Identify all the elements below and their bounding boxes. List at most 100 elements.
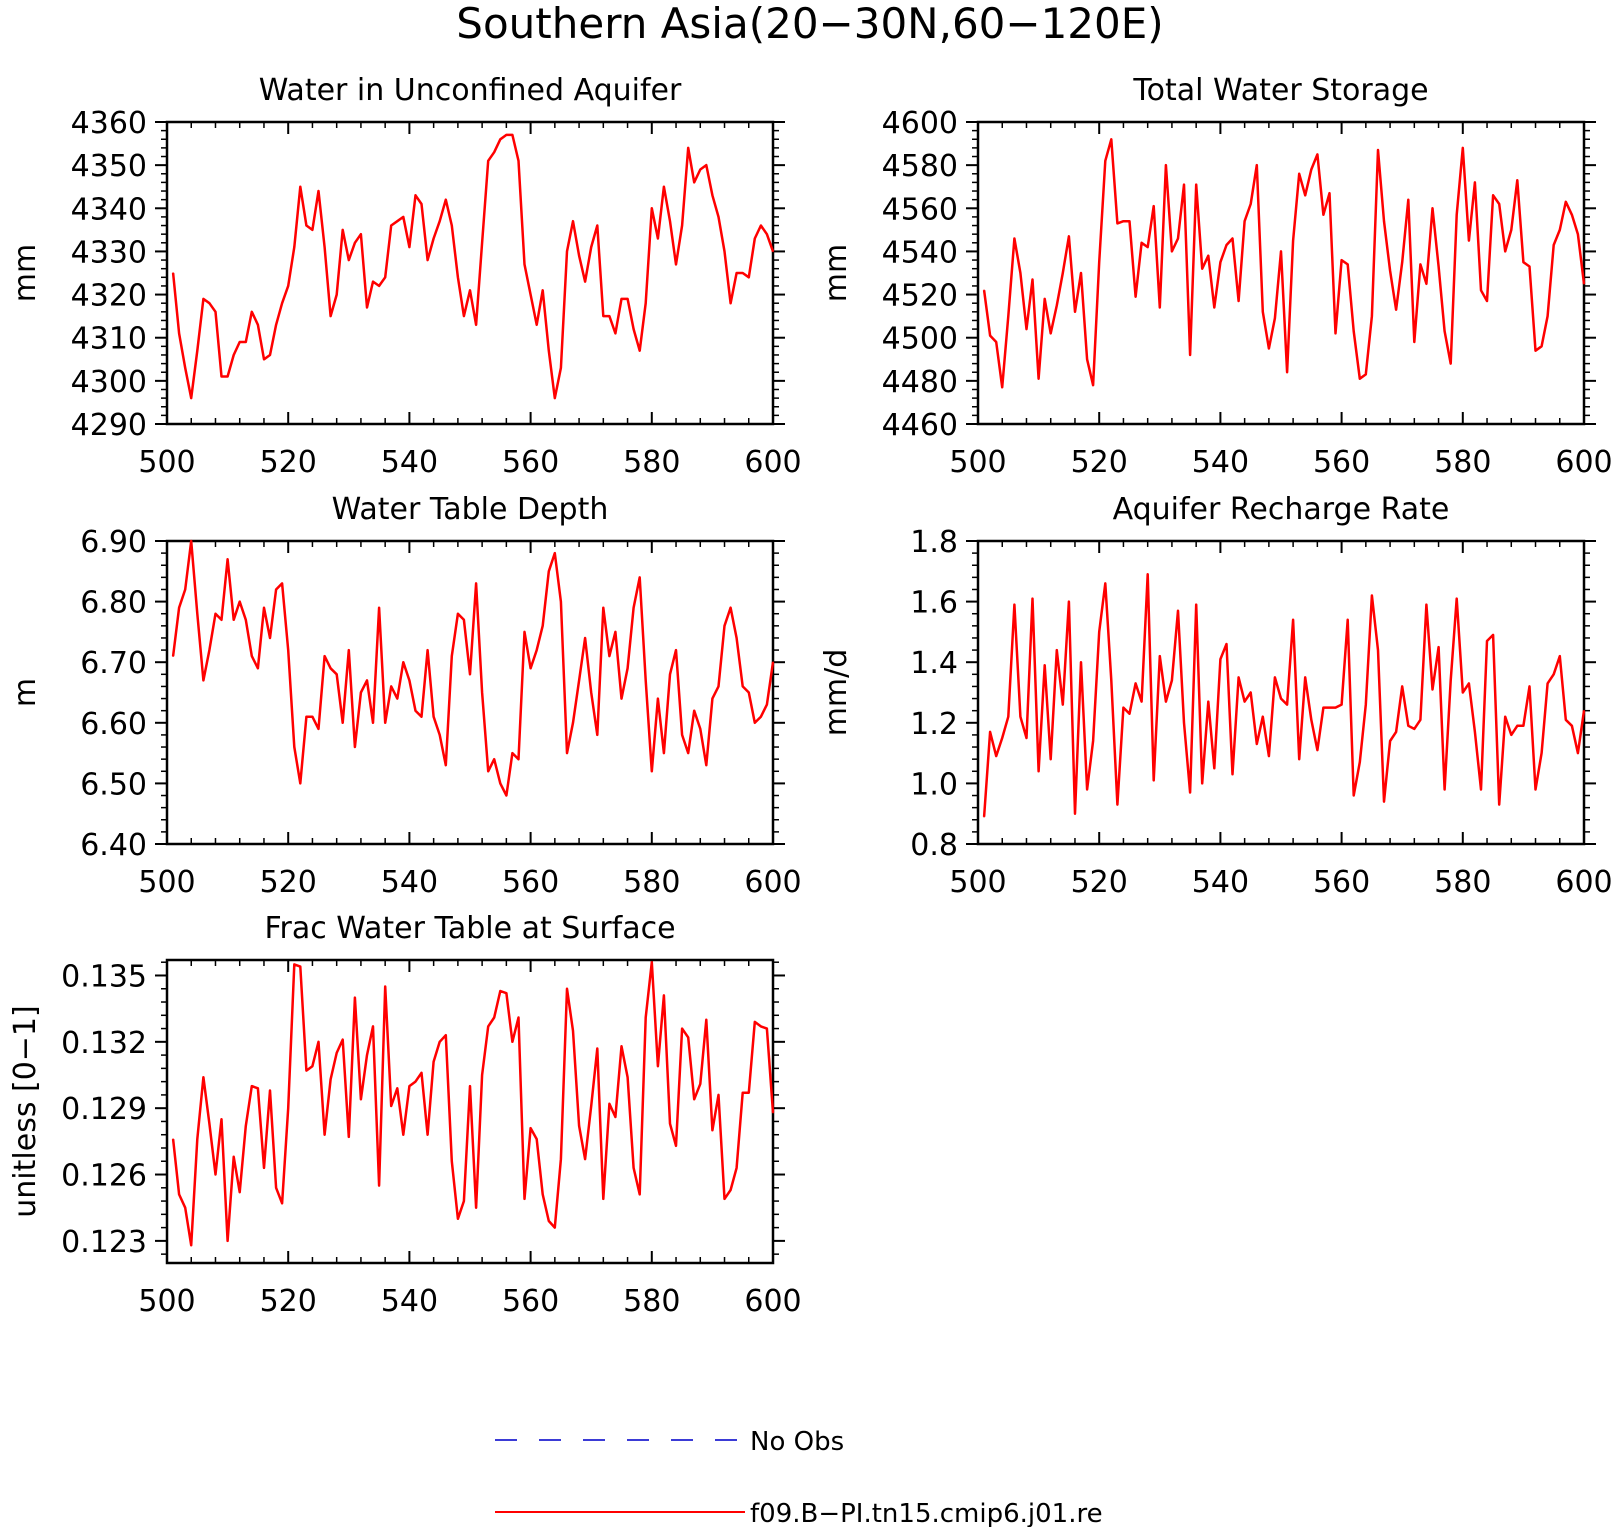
data-point [208,302,211,305]
x-tick-label: 600 [744,1284,801,1319]
data-point [1340,259,1343,261]
data-point [620,1045,623,1048]
data-point [651,961,653,964]
data-point [638,1193,641,1196]
data-point [1183,183,1185,186]
data-point [1177,237,1179,240]
data-point [244,1125,247,1127]
data-point [1062,272,1064,274]
data-point [190,397,193,399]
data-point [669,220,671,223]
data-point [1001,737,1004,739]
data-point [1055,649,1058,651]
data-point [626,667,629,670]
data-point [1037,377,1040,380]
data-point [1031,597,1034,600]
panel-title: Total Water Storage [1132,73,1428,108]
x-tick-label: 520 [260,865,317,900]
data-point [681,224,683,227]
data-point [675,649,677,651]
data-point [238,1191,241,1194]
data-point [596,1047,599,1050]
data-point [1001,386,1004,389]
data-point [444,198,447,201]
data-point [244,618,247,621]
data-point [220,1118,223,1121]
data-point [766,233,768,235]
data-point [390,224,393,227]
data-point [1225,244,1228,246]
data-point [1468,239,1470,242]
legend-label-model: f09.B−PI.tn15.cmip6.j01.re [750,1499,1103,1527]
data-point [360,1098,362,1101]
data-point [1316,749,1319,751]
data-point [341,229,344,231]
data-point [1025,328,1028,330]
data-point [754,722,756,724]
data-point [741,1091,744,1094]
data-point [614,332,617,335]
data-point [657,697,659,700]
data-point [481,1074,483,1076]
data-point [426,259,429,261]
y-tick-label: 4460 [882,408,958,443]
data-point [1140,700,1143,703]
data-point [1177,609,1179,612]
data-point [1171,679,1173,682]
data-point [572,1029,574,1032]
data-point [1298,172,1300,175]
data-point [663,752,665,754]
data-point [1443,330,1446,333]
data-point [687,1036,689,1039]
data-point [208,1122,211,1125]
data-point [511,134,514,136]
data-point [1128,712,1131,715]
data-point [566,752,568,754]
plot-frame [976,539,1586,846]
data-point [657,237,659,240]
data-point [675,263,677,266]
data-point [1419,263,1422,266]
data-point [1116,803,1119,806]
legend: No Obs f09.B−PI.tn15.cmip6.j01.re [495,1427,1103,1527]
data-point [1243,700,1246,703]
data-point [735,637,738,639]
data-point [1249,203,1252,205]
data-point [1492,634,1494,636]
data-point [1395,308,1397,311]
data-point [317,728,320,730]
data-point [1552,244,1555,246]
y-tick-label: 0.129 [61,1092,147,1127]
data-point [1280,250,1282,253]
data-point [323,1133,326,1136]
data-point [281,302,283,305]
data-point [602,606,605,609]
data-point [560,1158,562,1160]
data-point [632,1167,635,1169]
data-point [475,323,477,326]
data-point [1462,147,1464,149]
x-tick-label: 560 [502,1284,559,1319]
data-point [1086,788,1088,791]
data-point [426,649,429,651]
data-point [772,1111,774,1114]
data-point [281,582,283,585]
data-point [196,612,199,615]
data-point [602,315,605,317]
y-tick-label: 0.123 [61,1225,147,1260]
data-point [511,1041,514,1043]
data-point [1480,289,1482,292]
data-point [535,649,538,651]
data-point [341,1038,344,1041]
legend-label-no-obs: No Obs [750,1427,844,1457]
data-point [560,367,562,369]
data-point [378,606,380,609]
data-point [590,246,592,248]
data-point [384,722,386,724]
data-point [983,289,985,292]
data-point [541,1193,544,1196]
data-point [651,770,653,773]
panel-title: Water in Unconfined Aquifer [259,73,682,108]
data-point [1189,791,1191,794]
data-point [644,1016,647,1019]
